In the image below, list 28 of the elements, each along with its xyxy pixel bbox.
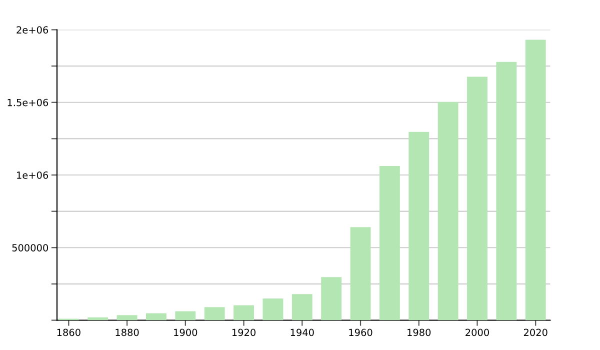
bar	[292, 294, 312, 320]
bar	[262, 298, 284, 320]
x-tick-label: 1900	[174, 328, 198, 336]
x-tick-label: 2020	[524, 328, 548, 336]
bar	[525, 40, 546, 320]
x-tick-label: 1940	[290, 328, 314, 336]
bar	[408, 132, 430, 320]
x-tick-label: 1860	[57, 328, 80, 336]
bar	[204, 307, 225, 320]
x-tick-label: 1880	[116, 328, 139, 336]
x-tick-label: 1960	[349, 328, 372, 336]
bar	[467, 76, 488, 320]
x-tick-label: 2000	[466, 328, 489, 336]
bar	[234, 305, 254, 320]
y-tick-label: 2e+06	[16, 26, 48, 34]
bar	[438, 102, 458, 320]
bar	[496, 62, 517, 320]
bar	[175, 311, 196, 320]
y-tick-label: 1.5e+06	[8, 98, 48, 106]
bar	[321, 277, 342, 320]
x-tick-label: 1920	[232, 328, 256, 336]
y-tick-label: 500000	[12, 244, 48, 252]
bar	[146, 313, 166, 320]
bar	[350, 227, 371, 320]
x-tick-label: 1980	[408, 328, 431, 336]
bar	[379, 166, 400, 320]
y-tick-label: 1e+06	[17, 171, 48, 179]
bar	[116, 315, 138, 320]
